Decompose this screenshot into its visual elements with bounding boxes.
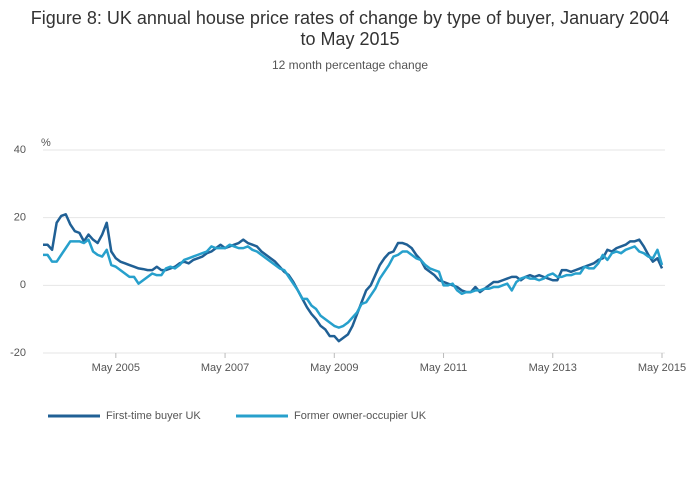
y-axis-label: % [41, 137, 51, 149]
y-tick-label: 40 [14, 144, 26, 156]
y-tick-label: -20 [10, 347, 26, 359]
x-tick-label: May 2015 [638, 362, 686, 374]
y-tick-label: 0 [20, 279, 26, 291]
legend-label: Former owner-occupier UK [294, 410, 427, 422]
series-line [43, 238, 664, 329]
legend-label: First-time buyer UK [106, 410, 201, 422]
x-tick-label: May 2009 [310, 362, 358, 374]
x-tick-label: May 2007 [201, 362, 249, 374]
x-tick-label: May 2005 [92, 362, 140, 374]
chart-title: Figure 8: UK annual house price rates of… [30, 8, 670, 49]
chart-subtitle: 12 month percentage change [271, 58, 429, 72]
x-tick-label: May 2011 [420, 362, 468, 374]
y-tick-label: 20 [14, 212, 26, 224]
x-tick-label: May 2013 [529, 362, 577, 374]
